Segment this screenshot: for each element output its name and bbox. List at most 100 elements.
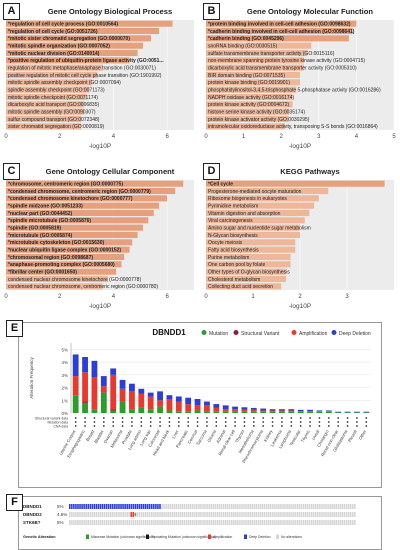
oncoprint-cell bbox=[73, 520, 75, 525]
bar-segment bbox=[354, 412, 360, 413]
oncoprint-cell bbox=[153, 504, 155, 509]
legend-label: Amplification bbox=[213, 535, 232, 539]
bar-segment bbox=[185, 411, 192, 413]
bar-label: condensed nuclear chromosome, centromeri… bbox=[8, 284, 158, 290]
data-dot bbox=[177, 421, 180, 423]
oncoprint-cell bbox=[116, 504, 118, 509]
oncoprint-cell bbox=[247, 520, 249, 525]
x-tick-label: 2 bbox=[298, 294, 302, 300]
data-dot bbox=[84, 417, 86, 419]
oncoprint-cell bbox=[87, 504, 89, 509]
oncoprint-cell bbox=[194, 504, 196, 509]
oncoprint-cell bbox=[280, 512, 282, 517]
oncoprint-cell bbox=[230, 504, 233, 509]
oncoprint-cell bbox=[118, 512, 120, 517]
data-dot bbox=[121, 421, 124, 423]
oncoprint-cell bbox=[169, 520, 171, 525]
data-dot bbox=[177, 417, 180, 419]
bar bbox=[206, 268, 286, 275]
bar bbox=[6, 57, 130, 64]
bar-segment bbox=[232, 409, 238, 412]
bar-segment bbox=[72, 354, 79, 377]
oncoprint-cell bbox=[185, 512, 188, 517]
oncoprint-cell bbox=[243, 512, 245, 517]
oncoprint-cell bbox=[267, 504, 270, 509]
bar-label: *mitotic sister chromatid segregation (G… bbox=[8, 36, 130, 42]
oncoprint-cell bbox=[214, 512, 217, 517]
oncoprint-cell bbox=[136, 512, 139, 517]
oncoprint-cell bbox=[282, 520, 284, 525]
oncoprint-cell bbox=[255, 512, 258, 517]
bar-segment bbox=[354, 411, 360, 413]
oncoprint-cell bbox=[171, 504, 174, 509]
bar-segment bbox=[166, 399, 173, 411]
oncoprint-cell bbox=[214, 504, 217, 509]
oncoprint-cell bbox=[347, 520, 350, 525]
oncoprint-cell bbox=[73, 504, 75, 509]
bar-label: Viral carcinogenesis bbox=[208, 218, 253, 224]
oncoprint-cell bbox=[93, 520, 96, 525]
bar-segment bbox=[119, 401, 126, 413]
oncoprint-cell bbox=[140, 520, 143, 525]
oncoprint-cell bbox=[233, 504, 235, 509]
oncoprint-cell bbox=[112, 520, 114, 525]
oncoprint-cell bbox=[341, 504, 344, 509]
oncoprint-cell bbox=[269, 504, 272, 509]
bar bbox=[6, 253, 125, 261]
bar-label: Oocyte meiosis bbox=[208, 240, 243, 246]
data-dot bbox=[215, 425, 218, 427]
oncoprint-cell bbox=[312, 504, 315, 509]
oncoprint-cell bbox=[300, 520, 303, 525]
bar-segment bbox=[110, 410, 117, 413]
gene-percent: 5% bbox=[57, 520, 64, 525]
bar-segment bbox=[279, 410, 285, 412]
oncoprint-cell bbox=[69, 520, 71, 525]
oncoprint-cell bbox=[208, 520, 210, 525]
oncoprint-cell bbox=[83, 520, 85, 525]
oncoprint-cell bbox=[261, 512, 264, 517]
oncoprint-cell bbox=[89, 504, 92, 509]
bar-segment bbox=[147, 392, 154, 397]
oncoprint-cell bbox=[276, 512, 278, 517]
bar-segment bbox=[91, 409, 98, 413]
oncoprint-cell bbox=[341, 520, 344, 525]
oncoprint-cell bbox=[95, 504, 98, 509]
oncoprint-cell bbox=[165, 504, 167, 509]
bar-segment bbox=[194, 410, 201, 413]
gene-percent: 5% bbox=[57, 504, 64, 509]
bar-segment bbox=[260, 408, 267, 411]
oncoprint-cell bbox=[224, 504, 227, 509]
oncoprint-cell bbox=[142, 504, 145, 509]
x-tick-label: Other bbox=[358, 428, 368, 440]
bar-segment bbox=[194, 399, 201, 406]
oncoprint-cell bbox=[261, 520, 264, 525]
oncoprint-cell bbox=[122, 512, 124, 517]
oncoprint-cell bbox=[253, 504, 256, 509]
bar-segment bbox=[157, 400, 163, 407]
bar-label: *protein binding involved in cell-cell a… bbox=[208, 21, 351, 27]
data-dot bbox=[262, 417, 265, 419]
oncoprint-cell bbox=[210, 504, 212, 509]
oncoprint-cell bbox=[105, 504, 108, 509]
oncoprint-cell bbox=[77, 520, 79, 525]
oncoprint-cell bbox=[157, 504, 159, 509]
oncoprint-cell bbox=[202, 520, 204, 525]
oncoprint-cell bbox=[329, 520, 331, 525]
oncoprint-cell bbox=[302, 504, 305, 509]
oncoprint-cell bbox=[91, 512, 94, 517]
bar-segment bbox=[204, 411, 210, 413]
oncoprint-cell bbox=[274, 504, 276, 509]
oncoprint-cell bbox=[353, 520, 356, 525]
x-axis-label: -log10P bbox=[89, 303, 111, 310]
x-tick-label: 1 bbox=[251, 294, 255, 300]
oncoprint-cell bbox=[91, 504, 94, 509]
gene-name: STK6B? bbox=[23, 520, 41, 525]
bar-segment bbox=[222, 405, 229, 410]
y-tick-label: 1% bbox=[61, 398, 68, 403]
oncoprint-cell bbox=[317, 520, 319, 525]
bar-segment bbox=[363, 411, 370, 413]
oncoprint-cell bbox=[257, 520, 260, 525]
data-dot bbox=[102, 421, 105, 423]
x-tick-label: 5 bbox=[392, 134, 396, 140]
oncoprint-cell bbox=[257, 504, 260, 509]
